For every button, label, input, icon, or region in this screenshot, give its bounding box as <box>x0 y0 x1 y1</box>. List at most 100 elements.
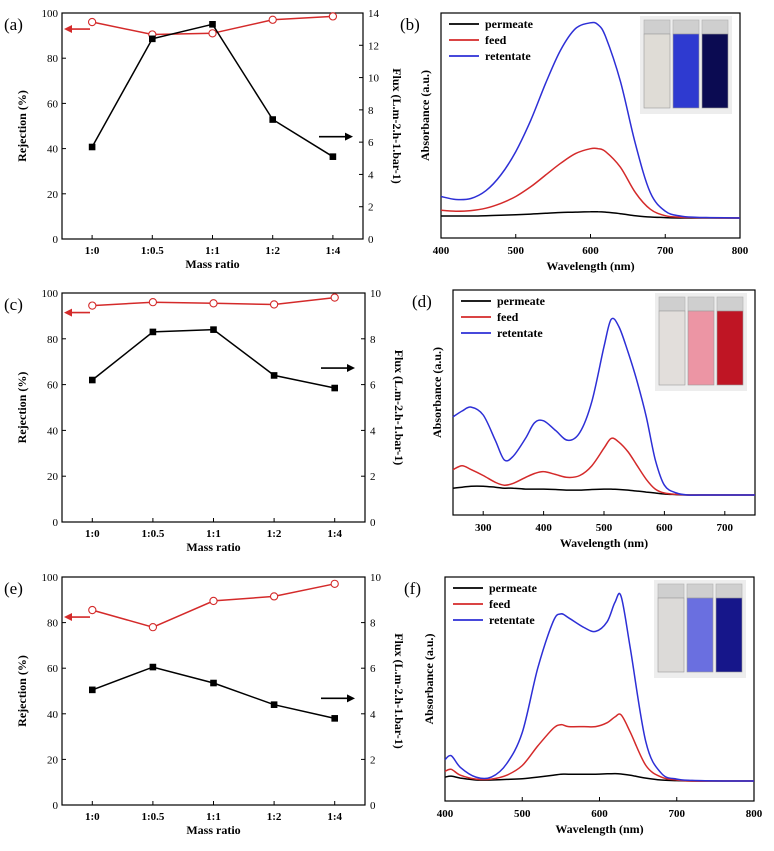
y-right-tick-label: 2 <box>370 471 376 483</box>
y-left-tick-label: 100 <box>42 288 59 300</box>
x-tick-label: 1:0 <box>85 811 100 823</box>
vial-cap <box>715 583 743 599</box>
series-feed-curve <box>444 713 754 782</box>
vial-solution <box>715 597 743 673</box>
y-left-tick-label: 40 <box>47 144 59 156</box>
legend-label-retentate: retentate <box>497 326 543 340</box>
x-tick-label: 500 <box>514 808 531 820</box>
series-flux-line <box>92 666 335 720</box>
y-axis-label: Absorbance (a.u.) <box>418 70 432 161</box>
x-axis-label: Mass ratio <box>186 540 240 554</box>
x-axis-label: Mass ratio <box>185 257 239 271</box>
rejection-point <box>268 15 277 24</box>
vial-cap <box>701 19 729 35</box>
y-left-tick-label: 0 <box>53 234 59 246</box>
flux-point <box>89 376 96 384</box>
x-axis-label: Mass ratio <box>186 823 240 837</box>
x-tick-label: 700 <box>657 245 674 257</box>
x-tick-label: 500 <box>508 245 525 257</box>
x-tick-label: 1:0 <box>85 245 100 257</box>
y-right-tick-label: 10 <box>368 73 380 85</box>
y-left-tick-label: 60 <box>47 663 59 675</box>
legend-label-permeate: permeate <box>489 581 538 595</box>
y-left-axis-label: Rejection (%) <box>15 90 29 162</box>
y-right-tick-label: 8 <box>368 105 374 117</box>
flux-point <box>210 679 217 687</box>
x-tick-label: 1:4 <box>326 245 341 257</box>
panel-e-group: 0 20 40 60 80 100 0 2 4 6 8 10 1:0 1:0.5 1:1 1:2 1:4 Mass… <box>4 572 406 837</box>
x-tick-label: 1:4 <box>327 811 342 823</box>
rejection-point <box>328 12 338 21</box>
x-tick-label: 700 <box>717 522 734 534</box>
y-right-tick-label: 0 <box>370 800 376 812</box>
y-right-axis-label: Flux (L.m-2.h-1.bar-1) <box>390 68 404 184</box>
y-right-tick-label: 10 <box>370 288 382 300</box>
y-left-tick-label: 0 <box>53 800 59 812</box>
legend-label-feed: feed <box>497 310 519 324</box>
panel-c-group: 0 20 40 60 80 100 0 2 4 6 8 10 1:0 1:0.5 1:1 1:2 1:4 Mass… <box>4 288 406 554</box>
x-tick-label: 1:2 <box>265 245 280 257</box>
x-tick-label: 600 <box>656 522 673 534</box>
rejection-point <box>269 300 279 309</box>
y-right-tick-label: 6 <box>370 663 376 675</box>
flux-point <box>149 35 156 43</box>
vial-cap <box>658 296 686 312</box>
x-tick-label: 1:2 <box>267 811 282 823</box>
vial-solution <box>687 310 715 386</box>
x-tick-label: 1:0.5 <box>141 528 164 540</box>
vial-cap <box>657 583 685 599</box>
x-axis-label: Wavelength (nm) <box>546 259 634 273</box>
legend-label-feed: feed <box>485 33 507 47</box>
y-right-tick-label: 0 <box>368 234 374 246</box>
y-axis-label: Absorbance (a.u.) <box>422 633 436 724</box>
x-tick-label: 1:1 <box>205 245 220 257</box>
x-tick-label: 1:0 <box>85 528 100 540</box>
y-right-axis-label: Flux (L.m-2.h-1.bar-1) <box>392 633 406 749</box>
plot-frame <box>61 12 364 240</box>
y-right-tick-label: 0 <box>370 517 376 529</box>
y-left-tick-label: 40 <box>47 425 59 437</box>
y-right-axis-label: Flux (L.m-2.h-1.bar-1) <box>392 350 406 466</box>
flux-point <box>89 686 96 694</box>
y-right-tick-label: 12 <box>368 40 379 52</box>
arrow-right-head <box>347 364 355 373</box>
vial-cap <box>672 19 700 35</box>
x-tick-label: 1:0.5 <box>141 811 164 823</box>
legend-label-feed: feed <box>489 597 511 611</box>
rejection-point <box>88 301 97 310</box>
x-tick-label: 1:1 <box>206 528 221 540</box>
flux-point <box>88 143 96 151</box>
series-retentate-curve <box>452 317 755 496</box>
arrow-right-head <box>345 132 353 141</box>
panel-label: (a) <box>4 15 23 34</box>
series-feed-curve <box>440 147 740 219</box>
flux-point <box>270 701 278 708</box>
flux-point <box>149 328 157 336</box>
rejection-point <box>148 298 158 307</box>
arrow-left-head <box>64 308 72 317</box>
x-tick-label: 1:1 <box>206 811 221 823</box>
vial-solution <box>643 33 671 109</box>
arrow-right-head <box>347 694 355 703</box>
y-right-tick-label: 4 <box>370 425 376 437</box>
y-left-tick-label: 80 <box>47 53 59 65</box>
flux-point <box>331 384 338 392</box>
vial-solution <box>658 310 686 386</box>
y-right-tick-label: 4 <box>370 709 376 721</box>
x-tick-label: 600 <box>582 245 599 257</box>
series-flux-line <box>91 23 334 158</box>
panel-label: (d) <box>412 292 432 311</box>
vial-solution <box>716 310 744 386</box>
series-feed-curve <box>452 437 755 496</box>
rejection-point <box>148 623 158 632</box>
x-tick-label: 800 <box>746 808 763 820</box>
y-left-tick-label: 20 <box>47 754 59 766</box>
panel-d-group: 300 400 500 600 700 Wavelength (nm) Absorbance… <box>412 289 756 550</box>
flux-point <box>331 715 338 722</box>
y-left-axis-label: Rejection (%) <box>15 372 29 444</box>
y-right-tick-label: 6 <box>370 380 376 392</box>
y-right-tick-label: 10 <box>370 572 382 584</box>
x-axis-label: Wavelength (nm) <box>555 822 643 836</box>
y-left-tick-label: 80 <box>47 618 59 630</box>
panel-f-group: 400 500 600 700 800 Wavelength (nm) Absorbance… <box>404 576 763 836</box>
